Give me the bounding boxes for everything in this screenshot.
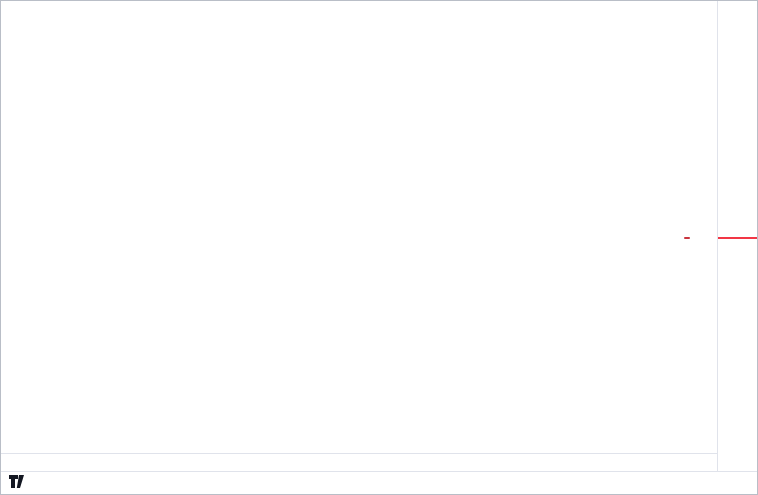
bottom-strip	[1, 471, 757, 494]
volume-legend[interactable]	[7, 33, 10, 43]
symbol-legend[interactable]	[7, 20, 11, 30]
rsi-legend[interactable]	[7, 405, 10, 414]
contract-badge	[684, 237, 690, 239]
time-axis[interactable]	[1, 453, 717, 472]
tradingview-logo-icon	[9, 475, 24, 488]
last-price-label	[718, 237, 757, 239]
tradingview-logo[interactable]	[9, 474, 28, 489]
price-axis[interactable]	[717, 1, 757, 471]
